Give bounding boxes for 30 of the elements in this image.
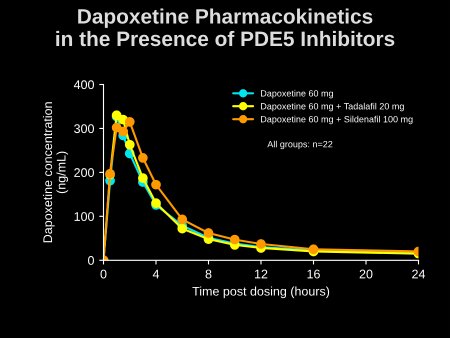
x-tick-label: 16 (308, 270, 320, 278)
y-tick-label: 100 (74, 212, 94, 221)
x-tick-label: 4 (152, 270, 160, 278)
chart-title: Dapoxetine Pharmacokinetics in the Presence of PDE5 Inhibitors (56, 8, 394, 46)
y-tick-label: 200 (74, 168, 94, 178)
point (124, 116, 135, 127)
x-axis-title: Time post dosing (hours) (192, 286, 330, 298)
x-tick-label: 12 (255, 270, 268, 278)
point (256, 239, 266, 249)
point (124, 140, 135, 150)
legend-label: Dapoxetine 60 mg + Sildenafil 100 mg (261, 116, 413, 124)
point (204, 228, 214, 238)
legend-label: Dapoxetine 60 mg + Tadalafil 20 mg (261, 102, 404, 112)
point (177, 214, 188, 224)
point (151, 180, 161, 190)
x-tick-label: 20 (360, 270, 372, 278)
y-tick-label: 300 (74, 124, 94, 134)
point (177, 224, 188, 234)
point (138, 173, 148, 183)
legend-label: Dapoxetine 60 mg (261, 90, 333, 98)
y-tick-label: 0 (88, 256, 94, 265)
x-tick-label: 8 (206, 270, 212, 278)
x-tick-label: 0 (100, 270, 106, 278)
point (118, 126, 128, 136)
point (230, 234, 240, 244)
y-tick-label: 400 (74, 80, 94, 90)
annotation: All groups: n=22 (267, 140, 332, 150)
y-axis-title: Dapoxetine concentration (ng/mL) (42, 102, 68, 242)
x-tick-label: 24 (412, 270, 426, 278)
point (138, 153, 148, 163)
